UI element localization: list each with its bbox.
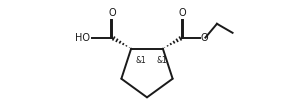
Text: O: O	[201, 33, 208, 43]
Text: O: O	[178, 8, 186, 18]
Text: &1: &1	[157, 56, 168, 65]
Text: &1: &1	[135, 56, 146, 65]
Text: O: O	[108, 8, 116, 18]
Text: HO: HO	[75, 33, 90, 43]
